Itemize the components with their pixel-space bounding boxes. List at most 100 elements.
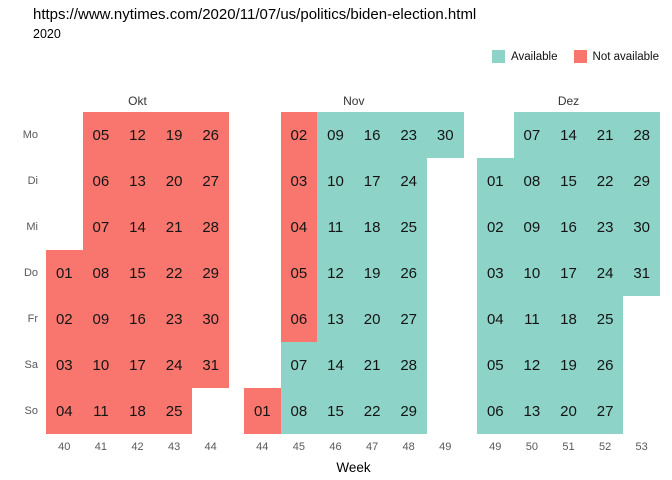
calendar-cell: 24 — [155, 342, 193, 388]
calendar-cell: 28 — [192, 204, 229, 250]
calendar-cell: 21 — [586, 112, 624, 158]
calendar-cell: 04 — [477, 296, 514, 342]
calendar-cell: 02 — [477, 204, 514, 250]
calendar-cell: 05 — [477, 342, 514, 388]
calendar-cell: 15 — [119, 250, 156, 296]
calendar-cell: 29 — [192, 250, 229, 296]
calendar-cell — [46, 204, 83, 250]
calendar-cell: 16 — [353, 112, 391, 158]
calendar-cell: 02 — [280, 112, 318, 158]
week-axis-label: 48 — [402, 441, 415, 453]
calendar-cell: 11 — [513, 296, 551, 342]
day-axis-label: Mo — [22, 129, 38, 141]
calendar-cell: 14 — [550, 112, 587, 158]
calendar-cell: 01 — [46, 250, 83, 296]
page-url: https://www.nytimes.com/2020/11/07/us/po… — [33, 6, 477, 23]
calendar-cell: 18 — [353, 204, 391, 250]
calendar-row-dez-di: 01 08 15 22 29 — [477, 158, 660, 204]
calendar-cell: 16 — [119, 296, 156, 342]
calendar-row-okt-sa: 03 10 17 24 31 — [46, 342, 229, 388]
month-panel-nov: Nov 02 09 16 23 30 03 10 17 24 04 11 18 25 05 12 19 2… — [244, 94, 464, 453]
week-axis-label: 49 — [439, 441, 452, 453]
calendar-cell: 09 — [513, 204, 551, 250]
month-label-okt: Okt — [128, 94, 147, 108]
calendar-cell: 30 — [192, 296, 229, 342]
calendar-cell — [244, 250, 281, 296]
calendar-row-okt-di: 06 13 20 27 — [46, 158, 229, 204]
calendar-cell — [244, 296, 281, 342]
legend-not-available-label: Not available — [592, 50, 659, 63]
day-axis-label: Di — [27, 175, 38, 187]
week-axis-dez: 49 50 51 52 53 — [477, 441, 660, 453]
calendar-row-nov-fr: 06 13 20 27 — [244, 296, 464, 342]
week-axis-label: 43 — [167, 441, 181, 453]
calendar-cell: 04 — [46, 388, 83, 434]
day-axis-label: Sa — [24, 359, 38, 371]
calendar-cell: 28 — [390, 342, 427, 388]
calendar-cell — [244, 112, 281, 158]
calendar-cell: 22 — [353, 388, 391, 434]
calendar-cell — [244, 342, 281, 388]
calendar-cell: 05 — [280, 250, 318, 296]
calendar-cell: 08 — [513, 158, 551, 204]
calendar-cell: 18 — [550, 296, 587, 342]
calendar-cell: 11 — [82, 388, 120, 434]
calendar-cell: 24 — [390, 158, 427, 204]
calendar-cell: 22 — [155, 250, 193, 296]
calendar-cell: 02 — [46, 296, 83, 342]
calendar-cell: 31 — [623, 250, 660, 296]
calendar-cell: 19 — [353, 250, 391, 296]
calendar-cell: 08 — [82, 250, 120, 296]
calendar-cell: 13 — [513, 388, 551, 434]
calendar-row-okt-so: 04 11 18 25 — [46, 388, 229, 434]
calendar-cell: 27 — [586, 388, 624, 434]
day-axis: Mo Di Mi Do Fr Sa So — [10, 112, 38, 434]
calendar-cell: 19 — [155, 112, 193, 158]
week-axis-label: 40 — [58, 441, 71, 453]
calendar-cell: 17 — [353, 158, 391, 204]
calendar-row-dez-mo: 07 14 21 28 — [477, 112, 660, 158]
calendar-cell: 06 — [477, 388, 514, 434]
week-axis-label: 42 — [131, 441, 144, 453]
calendar-row-okt-do: 01 08 15 22 29 — [46, 250, 229, 296]
week-axis-label: 53 — [635, 441, 648, 453]
calendar-cell: 07 — [513, 112, 551, 158]
x-axis-title: Week — [336, 460, 371, 475]
week-axis-label: 49 — [489, 441, 502, 453]
calendar-cell: 21 — [353, 342, 391, 388]
calendar-cell: 06 — [82, 158, 120, 204]
calendar-cell: 18 — [119, 388, 156, 434]
calendar-row-nov-di: 03 10 17 24 — [244, 158, 464, 204]
calendar-cell: 10 — [82, 342, 120, 388]
calendar-cell: 03 — [280, 158, 318, 204]
week-axis-label: 47 — [365, 441, 379, 453]
calendar-cell: 08 — [280, 388, 318, 434]
calendar-cell: 15 — [550, 158, 587, 204]
calendar-cell: 28 — [623, 112, 660, 158]
calendar-cell: 17 — [119, 342, 156, 388]
calendar-cell: 27 — [390, 296, 427, 342]
calendar-cell — [244, 204, 281, 250]
calendar-cell — [427, 204, 464, 250]
calendar-cell — [46, 112, 83, 158]
calendar-cell: 07 — [82, 204, 120, 250]
week-axis-label: 44 — [256, 441, 269, 453]
calendar-cell — [623, 388, 660, 434]
calendar-cell — [427, 250, 464, 296]
calendar-row-dez-fr: 04 11 18 25 — [477, 296, 660, 342]
calendar-cell — [427, 388, 464, 434]
calendar-cell — [427, 296, 464, 342]
calendar-cell: 16 — [550, 204, 587, 250]
calendar-cell — [244, 158, 281, 204]
calendar-cell: 09 — [82, 296, 120, 342]
calendar-row-nov-do: 05 12 19 26 — [244, 250, 464, 296]
week-axis-label: 46 — [329, 441, 342, 453]
calendar-cell: 12 — [513, 342, 551, 388]
calendar-cell: 30 — [426, 112, 464, 158]
calendar-cell — [427, 158, 464, 204]
calendar-cell: 23 — [586, 204, 624, 250]
week-axis-label: 52 — [598, 441, 612, 453]
calendar-cell: 26 — [390, 250, 427, 296]
calendar-cell: 04 — [280, 204, 318, 250]
